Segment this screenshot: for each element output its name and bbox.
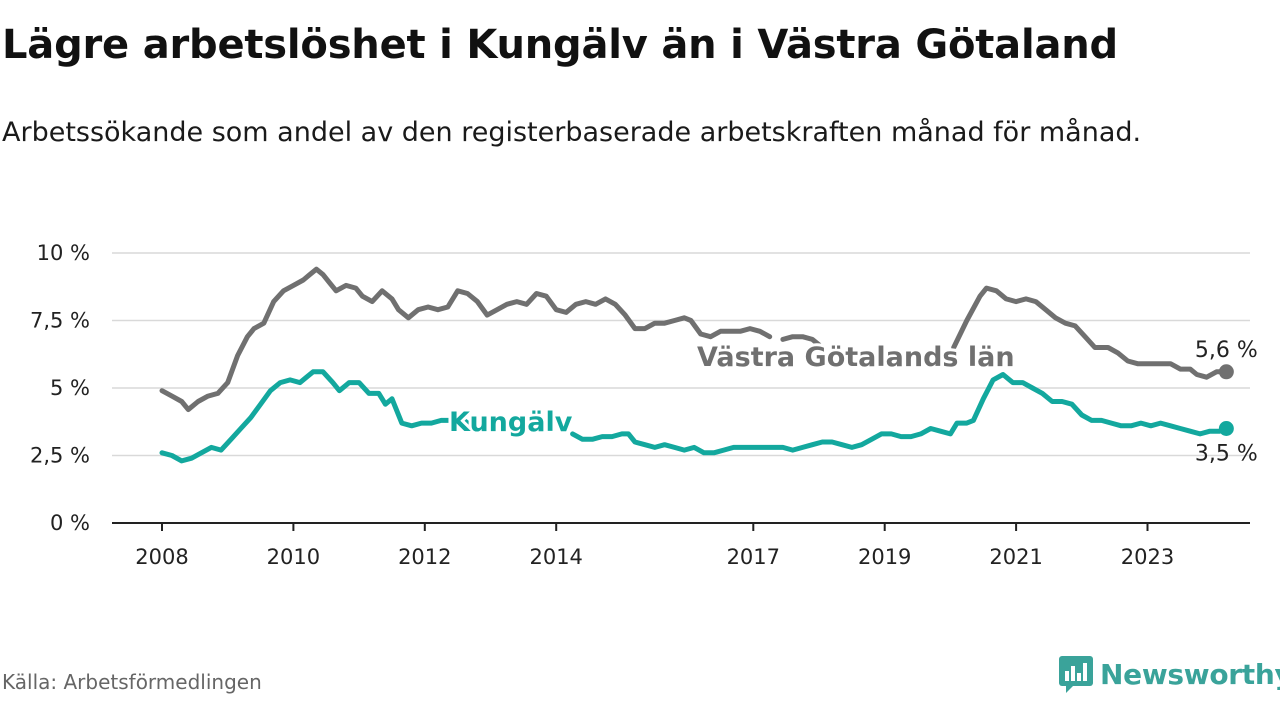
- series-line-kungalv: [159, 369, 477, 464]
- x-tick-label: 2010: [267, 545, 320, 569]
- x-tick-label: 2008: [135, 545, 188, 569]
- x-tick-label: 2021: [989, 545, 1042, 569]
- newsworthy-logo-icon: [1059, 656, 1093, 693]
- y-tick-label: 5 %: [50, 376, 90, 400]
- source-note: Källa: Arbetsförmedlingen: [2, 670, 262, 694]
- y-tick-label: 7,5 %: [30, 309, 90, 333]
- series-line-vastra-gotaland: [159, 266, 773, 413]
- y-tick-label: 2,5 %: [30, 444, 90, 468]
- x-tick-label: 2014: [529, 545, 582, 569]
- series-label-kungalv: Kungälv: [449, 407, 573, 438]
- end-label-kungalv: 3,5 %: [1195, 442, 1258, 467]
- end-label-vastra-gotaland: 5,6 %: [1195, 338, 1258, 363]
- y-tick-label: 0 %: [50, 511, 90, 535]
- end-point-vastra-gotaland: [1218, 364, 1234, 380]
- x-tick-label: 2023: [1121, 545, 1174, 569]
- end-point-kungalv: [1218, 421, 1234, 436]
- y-tick-label: 10 %: [37, 241, 90, 265]
- brand-name: Newsworthy: [1100, 657, 1280, 691]
- series-line-vastra-gotaland: [780, 334, 822, 348]
- x-tick-label: 2017: [727, 545, 780, 569]
- brand[interactable]: Newsworthy: [1058, 652, 1280, 696]
- x-tick-label: 2019: [858, 545, 911, 569]
- series-line-kungalv: [570, 372, 1229, 456]
- series-label-vastra-gotaland: Västra Götalands län: [697, 342, 1015, 373]
- chart-title: Lägre arbetslöshet i Kungälv än i Västra…: [2, 22, 1118, 68]
- series-line-vastra-gotaland: [951, 285, 1229, 380]
- x-tick-label: 2012: [398, 545, 451, 569]
- chart-subtitle: Arbetssökande som andel av den registerb…: [2, 117, 1142, 148]
